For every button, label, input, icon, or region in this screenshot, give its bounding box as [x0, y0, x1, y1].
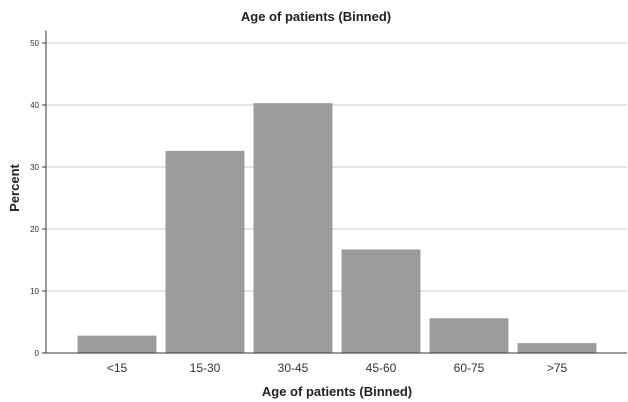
y-tick-label-3: 30: [30, 163, 39, 172]
bar-5: [517, 343, 597, 353]
y-axis-label: Percent: [7, 163, 22, 211]
y-axis-ticks: 0 10 20 30 40 50: [30, 39, 46, 358]
axes: [45, 30, 627, 354]
chart-title: Age of patients (Binned): [241, 9, 391, 24]
y-tick-label-2: 20: [30, 225, 39, 234]
x-axis-ticks: <15 15-30 30-45 45-60 60-75 >75: [107, 361, 568, 375]
bar-3: [341, 249, 421, 353]
bars: [77, 103, 597, 353]
bar-1: [165, 150, 245, 353]
x-tick-label-3: 45-60: [366, 361, 397, 375]
x-tick-label-4: 60-75: [454, 361, 485, 375]
grid-lines: [46, 42, 627, 292]
bar-0: [77, 335, 157, 353]
x-tick-label-0: <15: [107, 361, 128, 375]
y-tick-label-4: 40: [30, 101, 39, 110]
bar-4: [429, 318, 509, 353]
y-tick-label-5: 50: [30, 39, 39, 48]
bar-2: [253, 103, 333, 353]
x-axis-label: Age of patients (Binned): [262, 384, 412, 399]
x-tick-label-1: 15-30: [190, 361, 221, 375]
y-tick-label-0: 0: [35, 349, 40, 358]
y-tick-label-1: 10: [30, 287, 39, 296]
x-tick-label-5: >75: [547, 361, 568, 375]
x-tick-label-2: 30-45: [278, 361, 309, 375]
